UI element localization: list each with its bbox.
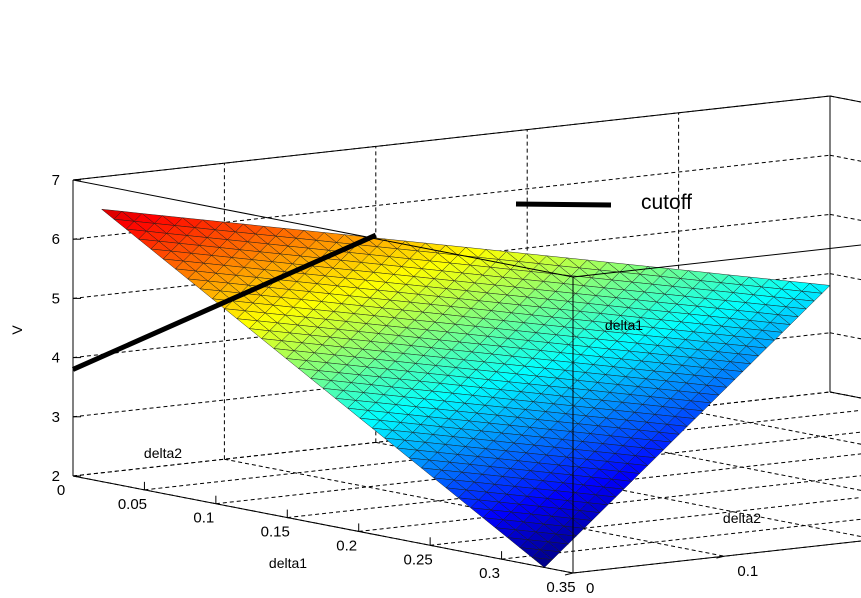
surface-layer xyxy=(100,208,831,568)
surface-patch xyxy=(519,547,541,558)
surface-patch xyxy=(322,387,344,399)
inner-y-label: delta2 xyxy=(144,445,182,461)
inner-x-label: delta1 xyxy=(605,317,643,333)
surface-patch xyxy=(150,248,172,260)
y-axis-label: delta2 xyxy=(723,510,761,526)
surface-patch xyxy=(334,397,356,409)
surface-patch xyxy=(482,517,504,529)
z-gridline-back xyxy=(829,391,861,399)
surface-patch xyxy=(162,258,184,270)
z-axis-label: V xyxy=(9,325,25,335)
surface-patch xyxy=(100,208,123,220)
surface-patch xyxy=(383,437,406,449)
box-edge xyxy=(572,244,861,278)
surface-patch xyxy=(432,477,455,489)
surface-patch xyxy=(506,537,529,548)
x-tick-label: 0.05 xyxy=(118,496,147,513)
surface-patch xyxy=(420,467,443,479)
surface-patch xyxy=(174,268,197,280)
surface-patch xyxy=(285,358,307,369)
surface-patch xyxy=(186,278,209,290)
legend: cutoff xyxy=(515,191,692,214)
box-edge xyxy=(72,179,574,278)
y-tick-mark xyxy=(716,555,725,559)
z-tick-label: 2 xyxy=(52,468,60,485)
x-gridline-floor xyxy=(501,518,861,560)
legend-cutoff-swatch xyxy=(515,201,612,208)
surface-patch xyxy=(371,427,393,439)
surface-patch xyxy=(297,368,320,379)
z-gridline-back xyxy=(829,154,861,162)
cutoff-line xyxy=(71,232,377,372)
surface-patch xyxy=(260,338,283,349)
z-gridline-back xyxy=(829,213,861,221)
surface-patch xyxy=(125,228,147,240)
z-gridline-back xyxy=(829,95,861,103)
z-tick-label: 6 xyxy=(52,231,60,248)
surface-patch xyxy=(494,527,517,538)
surface-patch xyxy=(248,328,270,339)
surface-patch xyxy=(469,507,492,519)
x-tick-label: 0.1 xyxy=(193,510,214,527)
box-edge xyxy=(572,540,861,574)
surface-patch xyxy=(359,417,381,429)
z-tick-label: 7 xyxy=(52,172,60,189)
box-layer xyxy=(72,179,861,574)
surface-patch xyxy=(273,348,295,359)
surface-patch xyxy=(137,238,160,250)
surface-patch xyxy=(445,487,467,499)
surface-patch xyxy=(223,308,246,320)
x-gridline-floor xyxy=(287,453,861,519)
surface-patch xyxy=(309,378,332,389)
legend-cutoff-label: cutoff xyxy=(641,191,692,214)
surface-patch xyxy=(531,557,553,568)
surface-patch xyxy=(408,457,430,469)
z-tick-label: 4 xyxy=(52,350,60,367)
y-tick-mark xyxy=(564,572,574,576)
x-tick-label: 0.2 xyxy=(336,537,357,554)
z-gridline-back xyxy=(829,332,861,340)
surface-patch xyxy=(113,218,135,230)
y-tick-label: 0.1 xyxy=(737,563,758,580)
back-edge xyxy=(829,391,861,399)
x-tick-label: 0.15 xyxy=(261,524,290,541)
z-tick-label: 5 xyxy=(52,290,60,307)
y-gridline-floor xyxy=(678,408,861,445)
surface-patch xyxy=(457,497,480,509)
surface-patch xyxy=(199,288,221,300)
surface-patch xyxy=(396,447,418,459)
box-edge xyxy=(72,475,574,574)
z-tick-label: 3 xyxy=(52,409,60,426)
tick-layer: 23456700.050.10.150.20.250.30.3500.10.20… xyxy=(52,172,759,597)
z-gridline-side xyxy=(72,95,831,181)
z-gridline-back xyxy=(829,273,861,281)
x-axis-label: delta1 xyxy=(269,555,307,571)
back-edge xyxy=(829,95,861,103)
x-tick-label: 0 xyxy=(57,482,65,499)
surface-patch xyxy=(236,318,258,329)
x-tick-label: 0.3 xyxy=(479,565,500,582)
y-gridline-floor xyxy=(829,391,861,399)
y-tick-label: 0 xyxy=(586,580,594,597)
cutoff-layer xyxy=(71,232,377,372)
surface-patch xyxy=(346,407,369,419)
x-tick-label: 0.35 xyxy=(546,579,575,596)
x-gridline-floor xyxy=(572,540,861,574)
x-tick-label: 0.25 xyxy=(404,551,433,568)
